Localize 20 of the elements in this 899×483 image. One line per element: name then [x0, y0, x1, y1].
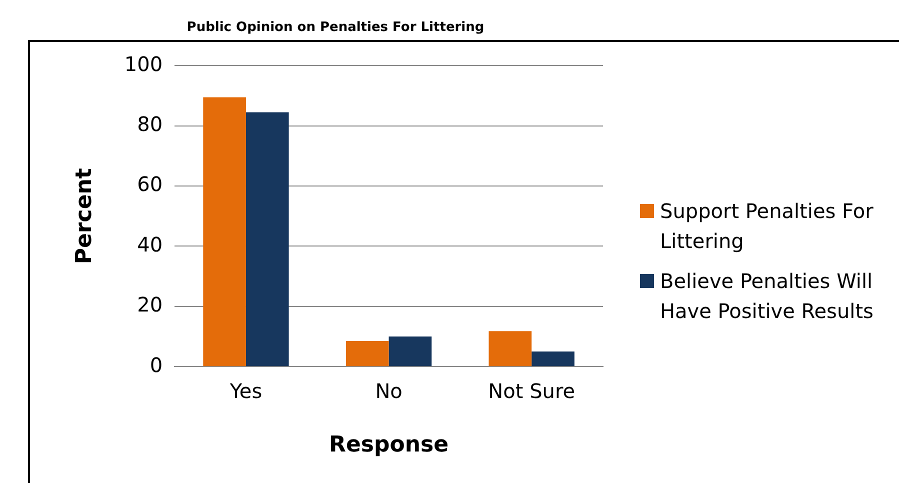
- legend-label: Support Penalties For Littering: [660, 198, 874, 255]
- y-tick-label: 100: [124, 52, 163, 76]
- x-tick-label: Yes: [228, 378, 262, 403]
- y-tick-label: 40: [137, 232, 163, 256]
- bar: [488, 331, 532, 366]
- bar: [346, 341, 389, 366]
- bar: [203, 97, 246, 366]
- y-tick-label: 0: [150, 352, 163, 377]
- y-tick-label: 60: [137, 172, 163, 196]
- bar: [532, 352, 574, 366]
- x-axis-title: Response: [329, 432, 449, 458]
- bar: [388, 336, 432, 366]
- x-tick-label: No: [375, 378, 402, 403]
- chart-title: Public Opinion on Penalties For Littering: [186, 20, 484, 36]
- bar: [246, 112, 289, 366]
- legend-label: Believe Penalties Will Have Positive Results: [660, 268, 874, 325]
- y-tick-label: 20: [137, 292, 163, 317]
- y-tick-label: 80: [137, 112, 163, 136]
- y-axis-title: Percent: [72, 168, 97, 264]
- x-tick-label: Not Sure: [488, 378, 576, 403]
